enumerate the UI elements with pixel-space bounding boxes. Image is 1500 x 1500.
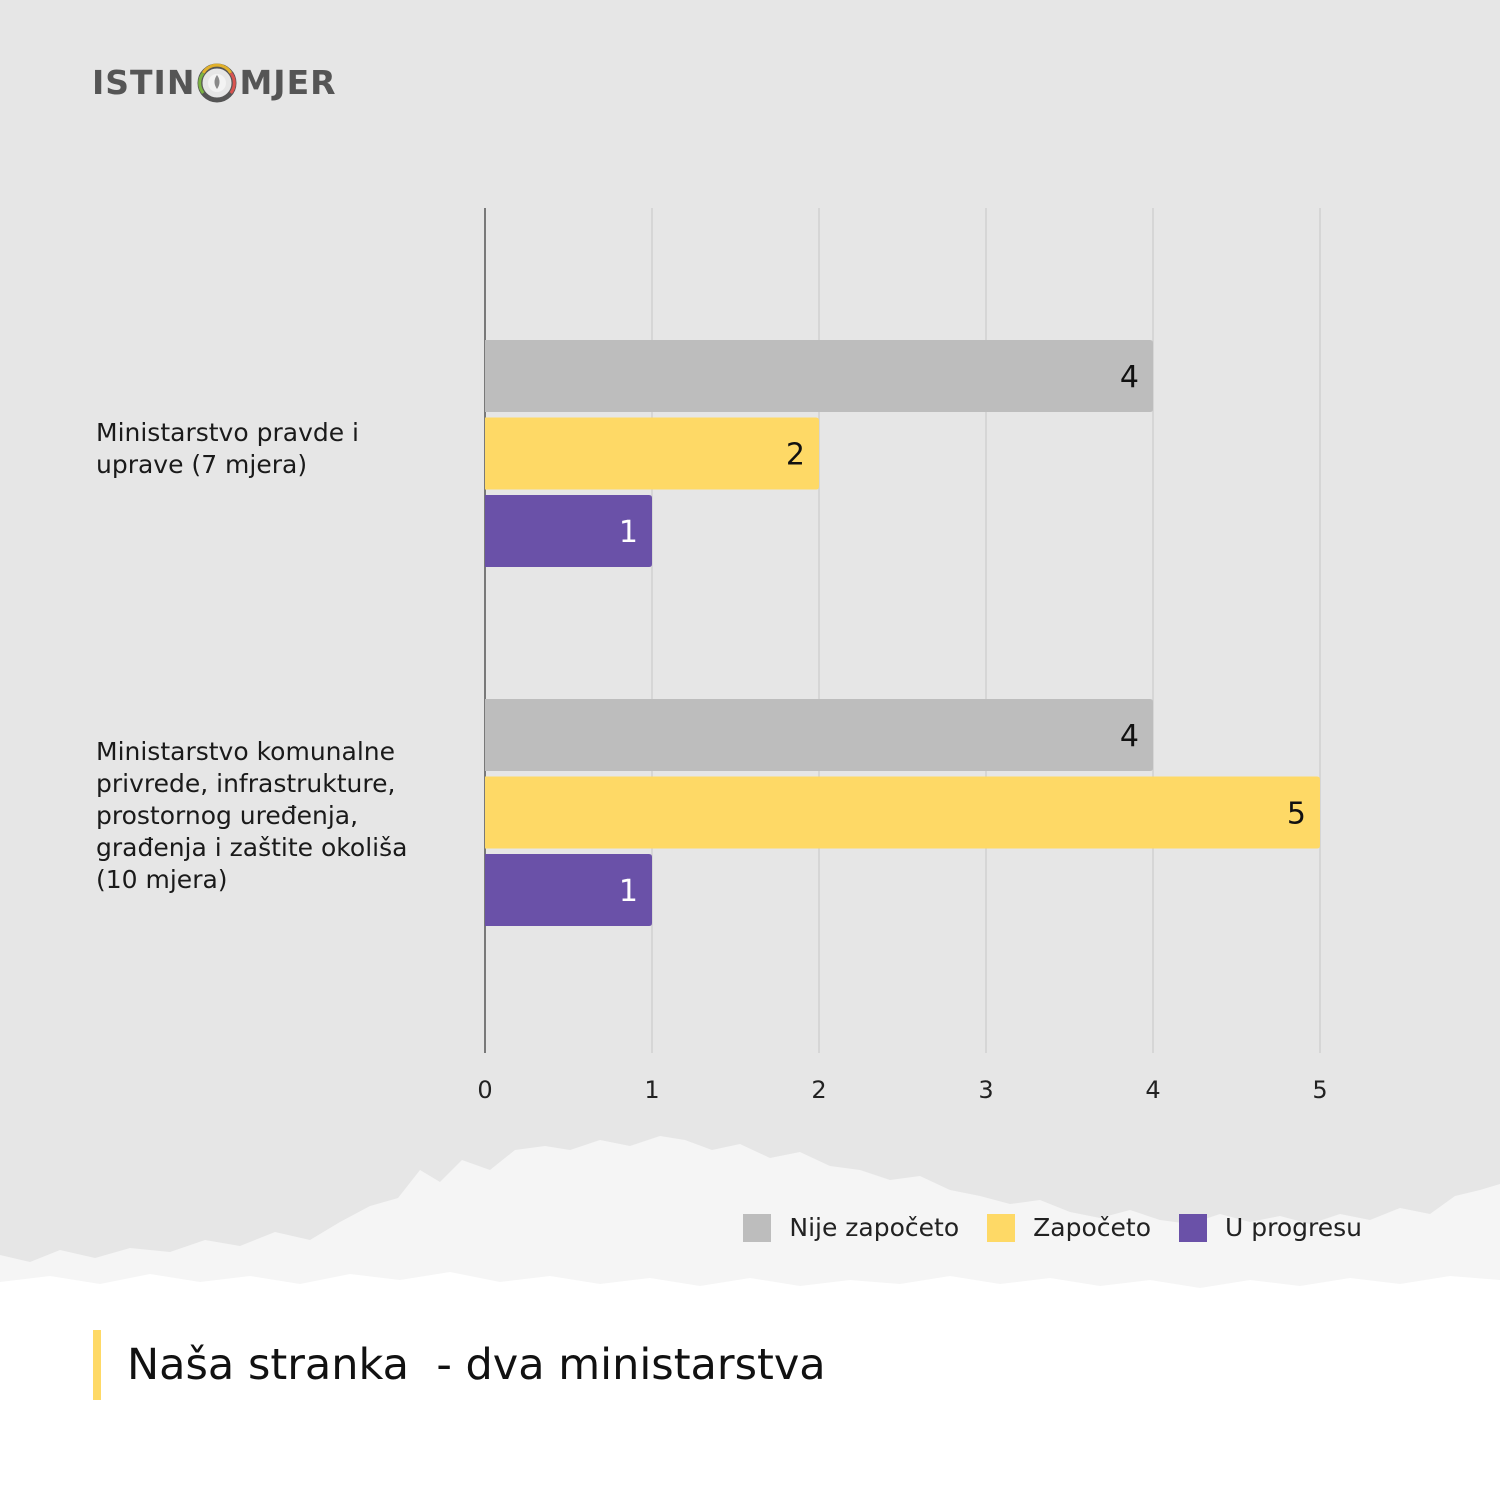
bars — [485, 340, 1320, 926]
bar-u-progresu-cat2 — [485, 854, 652, 926]
legend: Nije započeto Započeto U progresu — [715, 1213, 1362, 1242]
data-label-nije-zapoceto-cat2: 4 — [1120, 719, 1139, 754]
data-label-zapoceto-cat1: 2 — [786, 438, 805, 473]
logo-text-right: MJER — [239, 63, 337, 102]
legend-item-u-progresu: U progresu — [1179, 1213, 1362, 1242]
bar-chart: 4 4 2 5 1 1 0 1 2 3 4 5 — [477, 208, 1328, 1104]
category-label-2: Ministarstvo komunalne privrede, infrast… — [96, 737, 408, 894]
legend-label-zapoceto: Započeto — [1033, 1213, 1151, 1242]
data-labels: 4 4 2 5 1 1 — [619, 360, 1306, 909]
x-tick-2: 2 — [811, 1076, 826, 1104]
logo: ISTIN MJER — [92, 62, 337, 104]
legend-label-u-progresu: U progresu — [1225, 1213, 1362, 1242]
bar-nije-zapoceto-cat2 — [485, 699, 1153, 771]
data-label-u-progresu-cat1: 1 — [619, 515, 638, 550]
legend-swatch-u-progresu — [1179, 1213, 1207, 1242]
legend-item-zapoceto: Započeto — [987, 1213, 1151, 1242]
logo-gauge-icon — [197, 63, 237, 103]
legend-label-nije-zapoceto: Nije započeto — [789, 1213, 960, 1242]
legend-item-nije-zapoceto: Nije započeto — [743, 1213, 959, 1242]
legend-swatch-nije-zapoceto — [743, 1213, 772, 1242]
x-tick-4: 4 — [1145, 1076, 1160, 1104]
bar-nije-zapoceto-cat1 — [485, 340, 1153, 412]
data-label-u-progresu-cat2: 1 — [619, 874, 638, 909]
x-axis-ticks: 0 1 2 3 4 5 — [477, 1076, 1327, 1104]
title-block: Naša stranka - dva ministarstva — [93, 1330, 826, 1400]
x-tick-3: 3 — [978, 1076, 993, 1104]
x-tick-1: 1 — [644, 1076, 659, 1104]
legend-swatch-zapoceto — [987, 1213, 1016, 1242]
bar-zapoceto-cat1 — [485, 417, 819, 490]
logo-text-left: ISTIN — [92, 63, 196, 102]
bar-zapoceto-cat2 — [485, 776, 1320, 849]
data-label-nije-zapoceto-cat1: 4 — [1120, 360, 1139, 395]
x-tick-5: 5 — [1312, 1076, 1327, 1104]
title-accent-bar — [93, 1330, 101, 1400]
bar-u-progresu-cat1 — [485, 495, 652, 567]
page-title: Naša stranka - dva ministarstva — [127, 1340, 826, 1390]
grid-lines — [484, 208, 1321, 1053]
category-label-1: Ministarstvo pravde i uprave (7 mjera) — [96, 418, 360, 479]
data-label-zapoceto-cat2: 5 — [1287, 797, 1306, 832]
x-tick-0: 0 — [477, 1076, 492, 1104]
